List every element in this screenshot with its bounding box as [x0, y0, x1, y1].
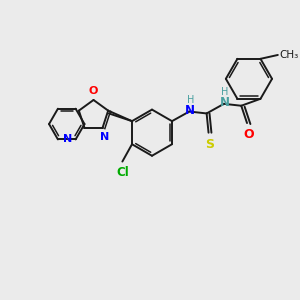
Text: N: N — [100, 132, 109, 142]
Text: S: S — [205, 139, 214, 152]
Text: N: N — [62, 134, 72, 144]
Text: N: N — [185, 104, 195, 117]
Text: H: H — [187, 95, 194, 105]
Text: H: H — [221, 87, 229, 97]
Text: Cl: Cl — [116, 167, 129, 179]
Text: O: O — [244, 128, 254, 141]
Text: N: N — [220, 96, 230, 110]
Text: O: O — [89, 86, 98, 96]
Text: CH₃: CH₃ — [280, 50, 299, 60]
